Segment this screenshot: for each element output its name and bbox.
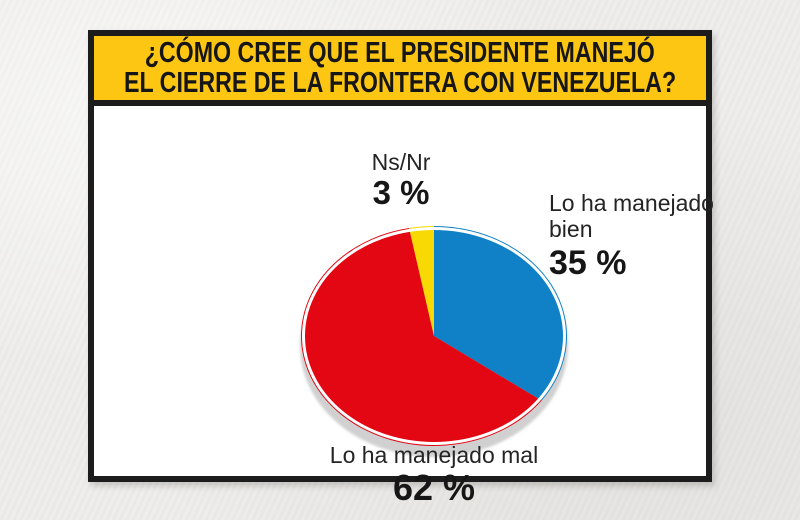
question-title-line1: ¿CÓMO CREE QUE EL PRESIDENTE MANEJÓ [144, 37, 656, 69]
slice-value-bien: 35 % [549, 244, 627, 282]
question-title-line2: EL CIERRE DE LA FRONTERA CON VENEZUELA? [123, 67, 677, 99]
slice-label-bien-line2: bien [549, 216, 593, 242]
slice-label-bien-line1: Lo ha manejado [549, 190, 714, 216]
slice-label-nsnr: Ns/Nr 3 % [339, 149, 463, 211]
slice-label-mal: Lo ha manejado mal 62 % [264, 442, 604, 508]
slice-value-mal: 62 % [392, 467, 476, 508]
pie-chart [300, 226, 568, 457]
pie-slice-nsnr [409, 226, 434, 336]
slice-label-bien: Lo ha manejado bien 35 % [549, 190, 769, 283]
pie-slice-mal [301, 227, 542, 447]
pie-slices [301, 226, 568, 447]
pie-slice-bien [434, 226, 568, 401]
infographic-card: ¿CÓMO CREE QUE EL PRESIDENTE MANEJÓ EL C… [88, 30, 714, 508]
pie-rim [302, 227, 566, 445]
slice-value-nsnr: 3 % [372, 174, 430, 211]
slice-label-mal-text: Lo ha manejado mal [329, 442, 539, 468]
question-header: ¿CÓMO CREE QUE EL PRESIDENTE MANEJÓ EL C… [94, 36, 706, 106]
slice-label-nsnr-text: Ns/Nr [371, 149, 431, 175]
